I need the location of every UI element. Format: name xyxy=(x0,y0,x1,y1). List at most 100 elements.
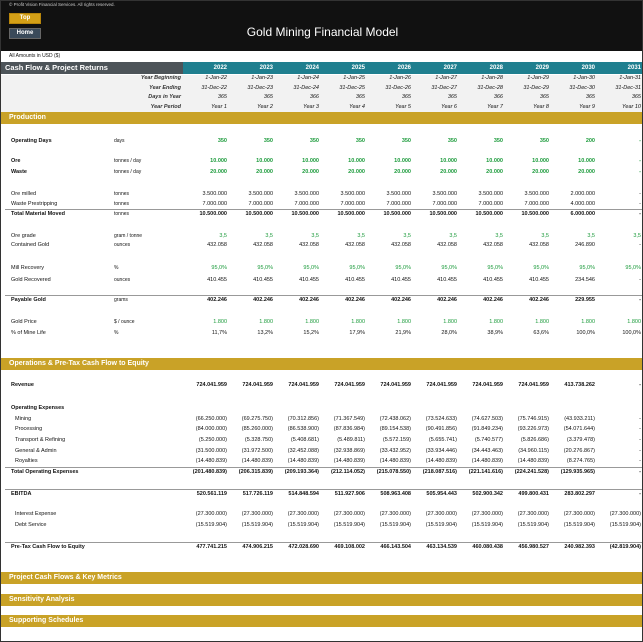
cell-value: 472.028.690 xyxy=(288,544,319,550)
cell-value: (218.087.516) xyxy=(422,469,457,475)
nav-button[interactable]: Top xyxy=(9,13,41,24)
cell-value: (15.519.904) xyxy=(517,522,549,528)
cell-value: (86.538.900) xyxy=(287,426,319,432)
cell-value: 3,5 xyxy=(403,233,411,239)
row-label: Gold Recovered xyxy=(11,277,51,283)
cell-value: 499.800.431 xyxy=(518,491,549,497)
cell-value: 7.000.000 xyxy=(386,201,411,207)
cell-value: (27.300.000) xyxy=(609,511,641,517)
sheet-title: Cash Flow & Project Returns xyxy=(5,63,108,72)
cell-value: 3,5 xyxy=(495,233,503,239)
cell-value: (15.519.904) xyxy=(471,522,503,528)
cell-value: - xyxy=(639,138,641,144)
row-unit: % xyxy=(114,330,119,336)
timeline-value: 31-Dec-30 xyxy=(569,85,595,91)
cell-value: 511.927.906 xyxy=(334,491,365,497)
timeline-value: 365 xyxy=(539,94,549,100)
row-unit: tonnes / day xyxy=(114,158,142,164)
year-label: 2024 xyxy=(305,65,319,71)
cell-value: 10.000 xyxy=(256,158,273,164)
year-label: 2030 xyxy=(581,65,595,71)
cell-value: 432.058 xyxy=(391,242,411,248)
cell-value: (14.480.839) xyxy=(287,458,319,464)
cell-value: (34.443.463) xyxy=(471,448,503,454)
year-label: 2029 xyxy=(535,65,549,71)
nav-button[interactable]: Home xyxy=(9,28,41,39)
timeline-value: 31-Dec-22 xyxy=(201,85,227,91)
cell-value: (27.300.000) xyxy=(333,511,365,517)
cell-value: 200 xyxy=(585,138,595,144)
cell-value: (27.300.000) xyxy=(379,511,411,517)
cell-value: 3,5 xyxy=(449,233,457,239)
cell-value: (33.934.446) xyxy=(425,448,457,454)
timeline-label: Days in Year xyxy=(148,94,181,100)
cell-value: 432.058 xyxy=(437,242,457,248)
cell-value: 520.561.119 xyxy=(196,491,227,497)
cell-value: 10.000 xyxy=(210,158,227,164)
cell-value: (93.226.973) xyxy=(517,426,549,432)
row-label: Ore grade xyxy=(11,233,36,239)
cell-value: 10.500.000 xyxy=(429,211,457,217)
cell-value: 463.134.539 xyxy=(426,544,457,550)
year-label: 2022 xyxy=(213,65,227,71)
cell-value: 7.000.000 xyxy=(340,201,365,207)
row-unit: tonnes / day xyxy=(114,169,142,175)
cell-value: (129.935.965) xyxy=(560,469,595,475)
cell-value: 17,9% xyxy=(349,330,365,336)
timeline-value: 1-Jan-25 xyxy=(343,75,365,81)
cell-value: (5.826.686) xyxy=(520,437,549,443)
cell-value: 95,0% xyxy=(303,265,319,271)
timeline-value: 31-Dec-25 xyxy=(339,85,365,91)
cell-value: 6.000.000 xyxy=(570,211,595,217)
cell-value: 7.000.000 xyxy=(202,201,227,207)
row-unit: tonnes xyxy=(114,211,130,217)
cell-value: - xyxy=(639,469,641,475)
cell-value: 95,0% xyxy=(395,265,411,271)
cell-value: 432.058 xyxy=(483,242,503,248)
cell-value: 724.041.959 xyxy=(288,382,319,388)
timeline-value: 365 xyxy=(447,94,457,100)
cell-value: - xyxy=(639,382,641,388)
cell-value: (221.141.616) xyxy=(468,469,503,475)
row-label: % of Mine Life xyxy=(11,330,46,336)
cell-value: 20.000 xyxy=(486,169,503,175)
cell-value: 456.980.527 xyxy=(518,544,549,550)
cell-value: 10.000 xyxy=(440,158,457,164)
row-unit: days xyxy=(114,138,125,144)
page-title: Gold Mining Financial Model xyxy=(246,25,399,39)
timeline-bg xyxy=(1,75,642,112)
cell-value: (74.627.503) xyxy=(471,416,503,422)
timeline-value: Year 8 xyxy=(533,104,549,110)
cell-value: - xyxy=(639,458,641,464)
cell-value: 402.246 xyxy=(391,297,411,303)
cell-value: (5.572.159) xyxy=(382,437,411,443)
cell-value: (8.274.765) xyxy=(566,458,595,464)
cell-value: 508.963.408 xyxy=(380,491,411,497)
cell-value: (91.849.234) xyxy=(471,426,503,432)
cell-value: - xyxy=(639,448,641,454)
cell-value: 3.500.000 xyxy=(524,191,549,197)
year-label: 2023 xyxy=(259,65,273,71)
timeline-value: Year 10 xyxy=(622,104,641,110)
cell-value: 402.246 xyxy=(207,297,227,303)
cell-value: (27.300.000) xyxy=(195,511,227,517)
row-label: Revenue xyxy=(11,382,34,388)
cell-value: 95,0% xyxy=(441,265,457,271)
cell-value: (54.071.644) xyxy=(563,426,595,432)
cell-value: 234.546 xyxy=(575,277,595,283)
cell-value: 724.041.959 xyxy=(426,382,457,388)
sheet-header xyxy=(1,62,183,74)
cell-value: (27.300.000) xyxy=(287,511,319,517)
cell-value: (20.276.867) xyxy=(563,448,595,454)
cell-value: 1.800 xyxy=(259,319,273,325)
cell-value: 95,0% xyxy=(211,265,227,271)
cell-value: 3.500.000 xyxy=(386,191,411,197)
row-label: General & Admin xyxy=(15,448,57,454)
cell-value: (5.408.681) xyxy=(290,437,319,443)
cell-value: (15.519.904) xyxy=(287,522,319,528)
cell-value: (215.078.550) xyxy=(376,469,411,475)
row-unit: ounces xyxy=(114,277,131,283)
timeline-value: 1-Jan-26 xyxy=(389,75,411,81)
year-label: 2031 xyxy=(627,65,641,71)
timeline-value: 31-Dec-27 xyxy=(431,85,457,91)
